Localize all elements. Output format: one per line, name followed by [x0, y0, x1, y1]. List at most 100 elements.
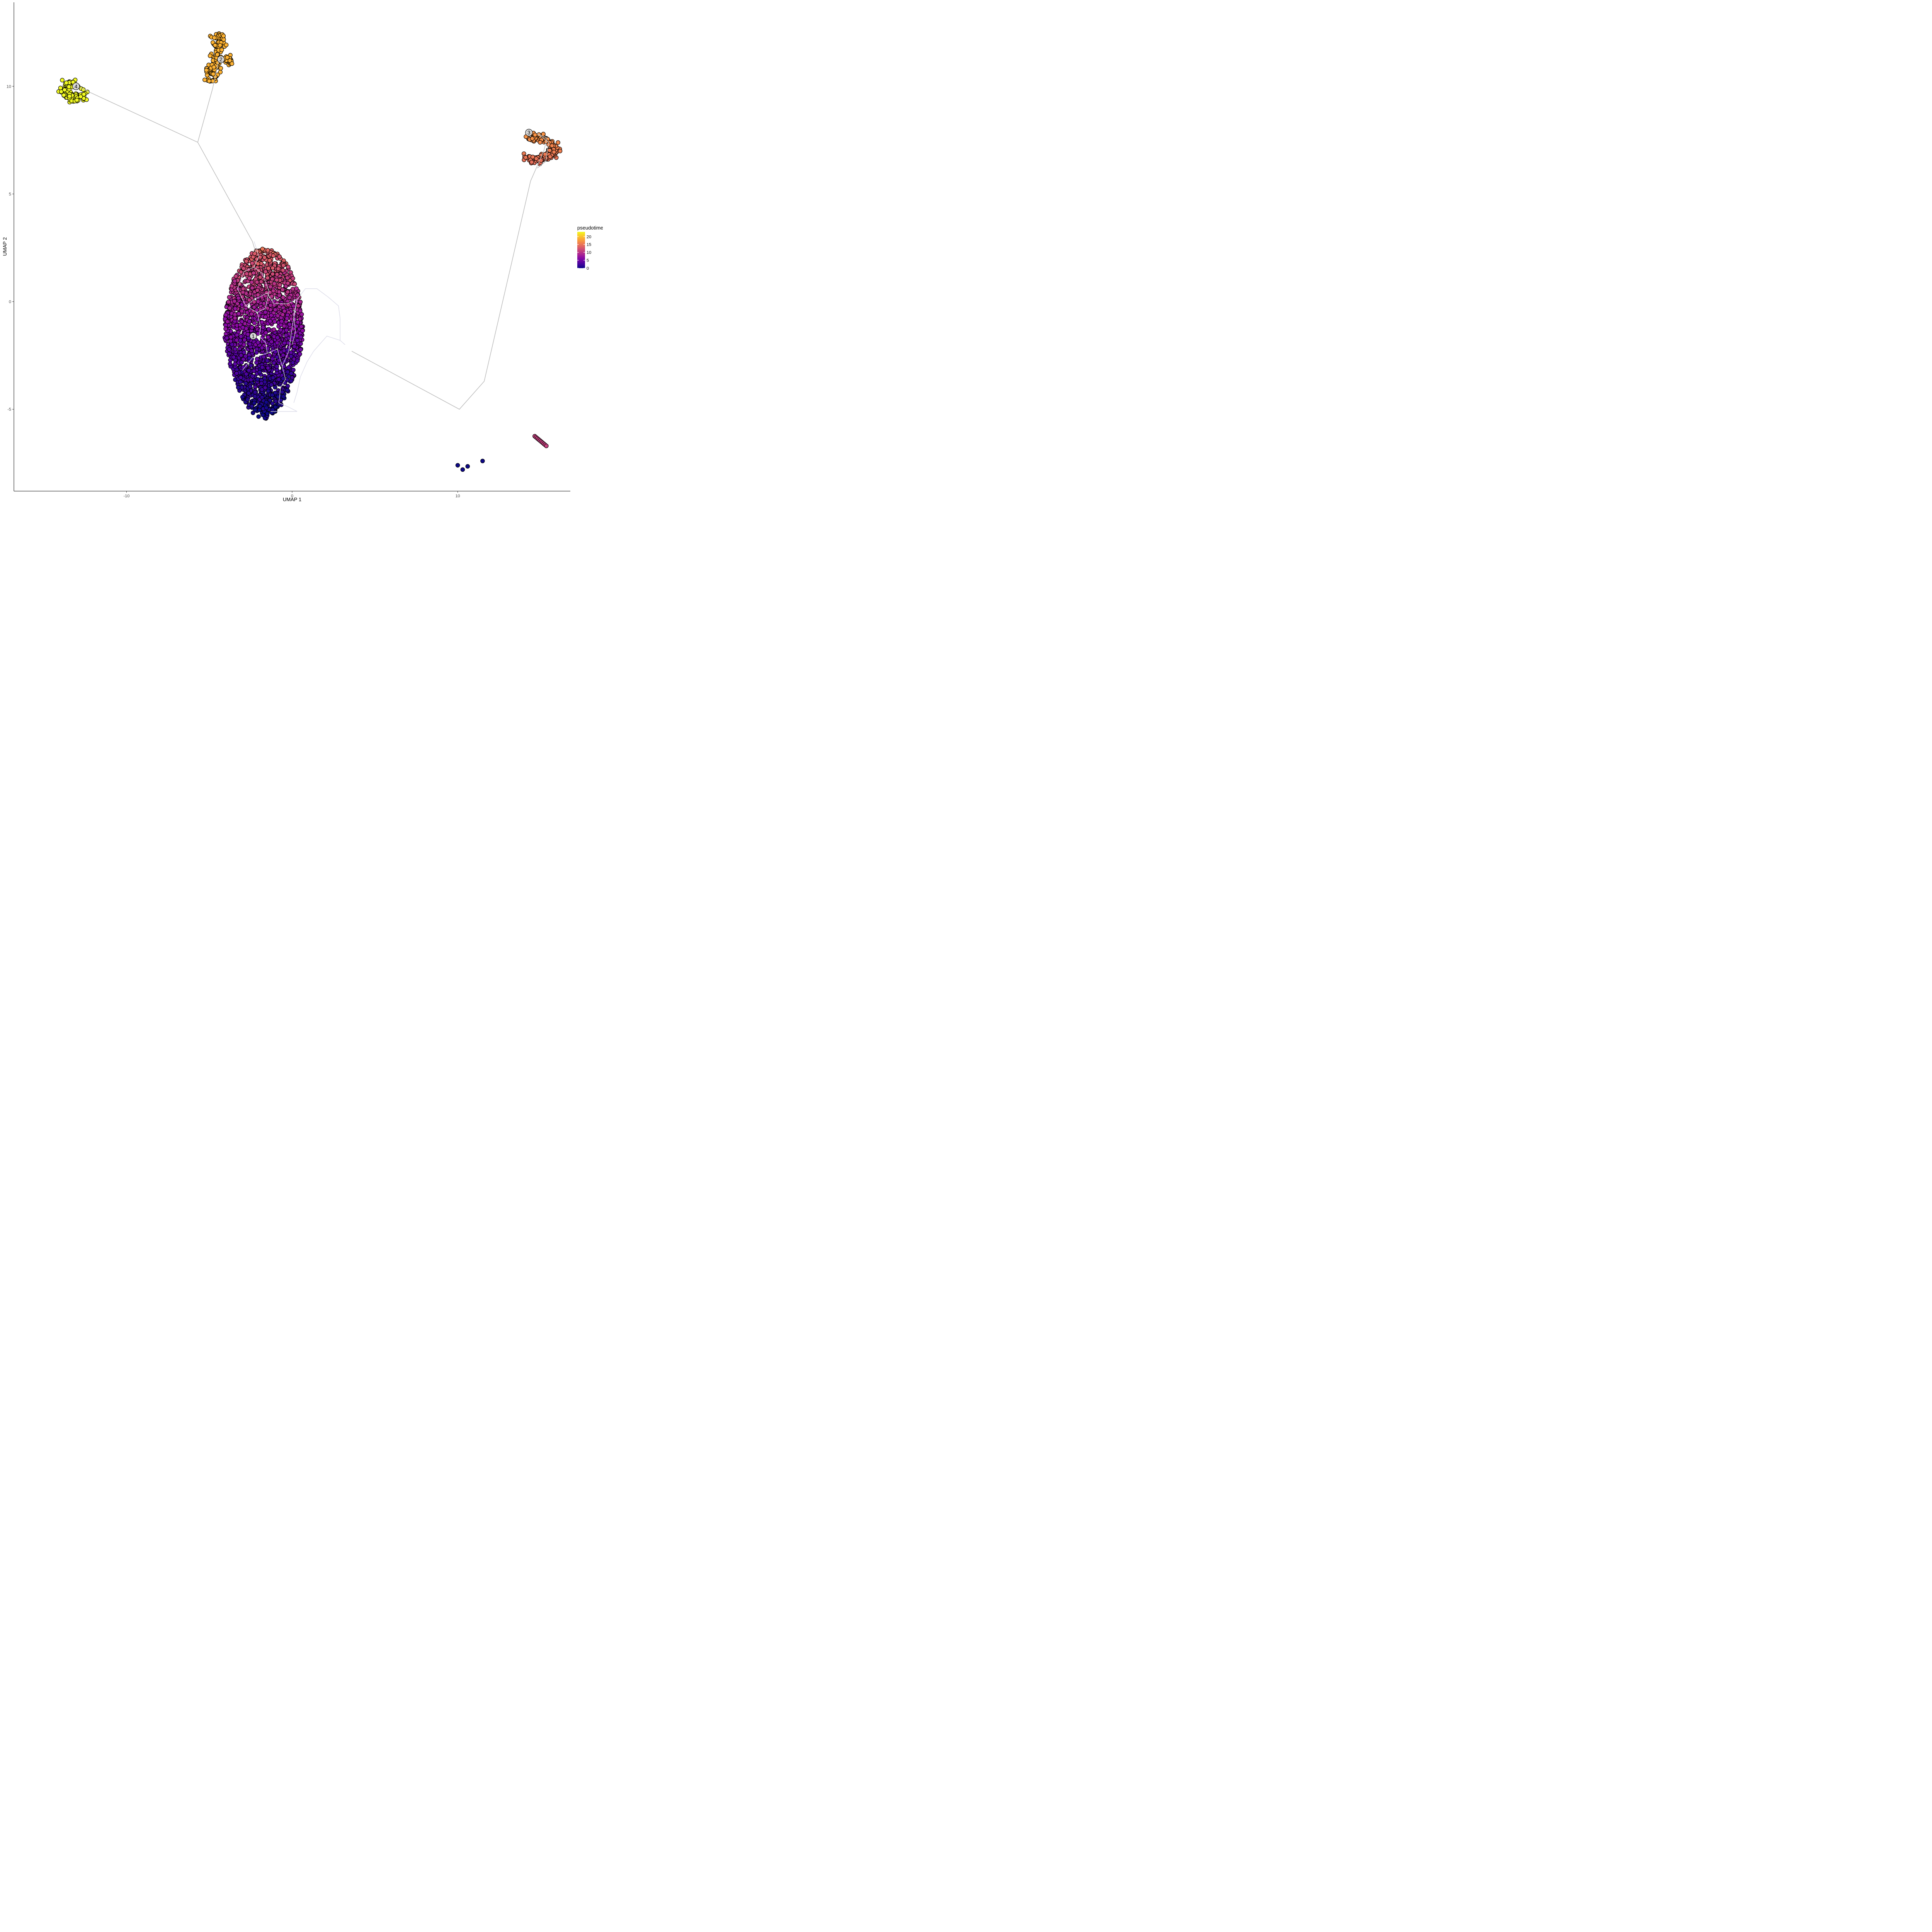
- cell-point: [538, 140, 543, 145]
- cell-point: [82, 92, 86, 97]
- trajectory-node: 3: [525, 129, 533, 136]
- cell-point: [289, 379, 294, 383]
- cell-point: [281, 353, 286, 357]
- cell-point: [240, 395, 245, 400]
- cell-point: [232, 299, 237, 304]
- cell-point: [250, 325, 254, 330]
- trajectory-line: [537, 133, 549, 168]
- cell-point: [276, 266, 281, 271]
- cell-point: [223, 313, 228, 317]
- cell-point: [285, 388, 290, 393]
- cell-point: [275, 272, 279, 277]
- cell-point: [289, 350, 293, 355]
- cell-point: [213, 43, 218, 48]
- cell-point: [232, 279, 237, 284]
- cell-point: [263, 310, 268, 315]
- cell-point: [265, 411, 270, 416]
- cell-point: [230, 284, 234, 288]
- cell-point: [236, 296, 241, 301]
- cell-point: [276, 395, 281, 399]
- cell-point: [548, 154, 553, 159]
- cell-point: [273, 307, 278, 312]
- cell-point: [282, 323, 287, 328]
- cell-point: [246, 391, 251, 396]
- cell-point: [256, 340, 260, 345]
- cell-point: [298, 352, 302, 356]
- trajectory-line: [253, 267, 269, 313]
- cell-point: [282, 349, 286, 353]
- trajectory-graph: [77, 58, 549, 412]
- trajectory-line: [77, 86, 256, 252]
- cell-point: [259, 381, 264, 386]
- trajectory-line: [267, 349, 298, 412]
- cell-point: [551, 150, 556, 155]
- cell-point: [243, 381, 248, 386]
- trajectory-node-marker: [217, 56, 225, 63]
- cell-point: [269, 382, 274, 387]
- cell-point: [480, 459, 485, 463]
- cell-point: [455, 463, 460, 468]
- cell-point: [558, 149, 563, 153]
- cell-point: [233, 362, 238, 366]
- cell-point: [255, 357, 260, 361]
- cell-point: [228, 338, 233, 344]
- cell-point: [295, 338, 300, 343]
- cell-point: [250, 286, 255, 291]
- cell-point: [236, 385, 241, 390]
- cell-point: [247, 319, 252, 324]
- cell-point: [248, 363, 253, 368]
- trajectory-line: [197, 58, 220, 143]
- cell-point: [255, 288, 260, 293]
- cell-point: [263, 269, 268, 274]
- cell-point: [207, 53, 213, 58]
- y-tick-label: -5: [7, 407, 11, 412]
- cell-point: [238, 270, 243, 274]
- cell-point: [272, 281, 277, 286]
- cell-point: [255, 377, 260, 382]
- cell-point: [274, 355, 279, 359]
- cell-point: [275, 340, 280, 345]
- cell-point: [249, 348, 254, 353]
- cell-point: [207, 78, 212, 83]
- cell-point: [240, 325, 245, 330]
- cell-point: [259, 279, 264, 284]
- x-tick-label: 0: [291, 494, 293, 498]
- cell-point: [261, 325, 265, 330]
- cell-point: [239, 353, 243, 358]
- cell-point: [67, 94, 72, 99]
- cell-point: [218, 43, 223, 48]
- cell-point: [300, 328, 305, 333]
- cell-point: [252, 305, 257, 310]
- cell-point: [277, 254, 282, 259]
- cell-point: [215, 52, 220, 57]
- cell-point: [523, 155, 528, 160]
- cell-point: [265, 366, 270, 371]
- cell-point: [226, 299, 231, 304]
- cell-point: [294, 286, 299, 291]
- cell-point: [247, 276, 252, 281]
- cell-point: [273, 390, 278, 395]
- cell-point: [250, 374, 255, 379]
- cell-point: [227, 295, 232, 299]
- cell-point: [281, 295, 286, 300]
- cell-point: [286, 365, 291, 370]
- cell-point: [227, 306, 232, 311]
- cell-point: [260, 320, 264, 325]
- cell-point: [219, 48, 224, 52]
- cell-point: [295, 358, 300, 363]
- cell-point: [281, 394, 286, 399]
- cell-point: [272, 327, 276, 332]
- trajectory-line: [237, 241, 261, 336]
- trajectory-line: [293, 335, 340, 403]
- cell-point: [260, 345, 264, 350]
- cell-point: [228, 335, 233, 340]
- cell-point: [247, 368, 251, 373]
- cell-point: [238, 338, 243, 343]
- cell-point: [233, 316, 237, 320]
- cell-point: [289, 354, 294, 359]
- cell-point: [270, 393, 275, 397]
- cell-point: [247, 298, 252, 303]
- cell-point: [244, 259, 249, 264]
- plot-svg: 1 2 3 4 -10 0 10 -5 0 5 10 UMAP 1 UMAP 2 pseudot…: [2, 2, 603, 502]
- cell-point: [295, 320, 300, 325]
